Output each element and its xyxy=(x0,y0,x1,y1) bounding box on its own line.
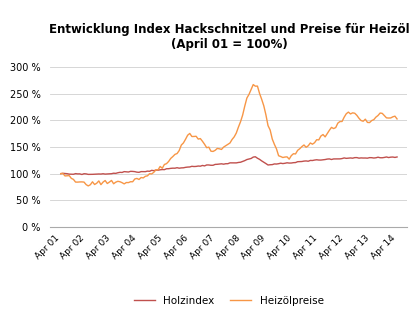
Heizölpreise xyxy=(382,114,387,117)
Holzindex xyxy=(79,173,84,176)
Heizölpreise xyxy=(280,156,285,159)
Holzindex xyxy=(58,172,63,175)
Heizölpreise xyxy=(251,83,256,87)
Holzindex xyxy=(382,156,387,159)
Holzindex xyxy=(394,155,399,159)
Heizölpreise xyxy=(128,180,133,184)
Legend: Holzindex, Heizölpreise: Holzindex, Heizölpreise xyxy=(130,292,328,310)
Line: Holzindex: Holzindex xyxy=(61,157,397,175)
Title: Entwicklung Index Hackschnitzel und Preise für Heizöl
(April 01 = 100%): Entwicklung Index Hackschnitzel und Prei… xyxy=(49,23,409,51)
Holzindex xyxy=(253,155,258,159)
Holzindex xyxy=(337,157,342,161)
Heizölpreise xyxy=(394,117,399,121)
Heizölpreise xyxy=(155,168,160,172)
Holzindex xyxy=(155,168,160,172)
Holzindex xyxy=(128,169,133,173)
Heizölpreise xyxy=(86,184,91,188)
Heizölpreise xyxy=(58,172,63,175)
Heizölpreise xyxy=(337,120,342,123)
Holzindex xyxy=(247,157,252,161)
Line: Heizölpreise: Heizölpreise xyxy=(61,85,397,186)
Heizölpreise xyxy=(247,93,252,96)
Holzindex xyxy=(280,162,285,165)
